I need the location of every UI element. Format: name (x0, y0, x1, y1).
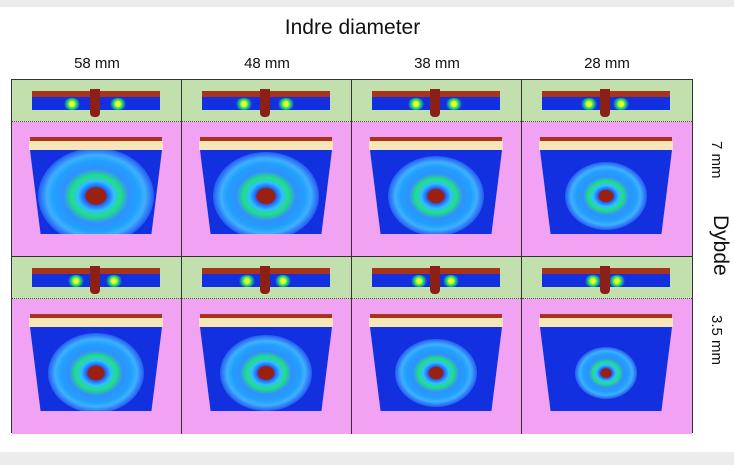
field-hotspot (608, 275, 626, 287)
field-hotspot (407, 98, 425, 110)
via-conductor (600, 89, 610, 117)
simulation-cell (352, 257, 522, 434)
dielectric-layer (369, 141, 503, 150)
field-hotspot (410, 275, 428, 287)
via-conductor (90, 89, 100, 117)
field-plane (200, 150, 332, 234)
column-header: 58 mm (74, 55, 120, 72)
via-conductor (430, 266, 440, 294)
cross-section-view (522, 257, 692, 299)
dielectric-layer (369, 318, 503, 327)
field-hotspot (277, 98, 295, 110)
field-plane (30, 150, 162, 234)
field-plane (540, 327, 672, 411)
field-rings (38, 150, 154, 234)
simulation-cell (12, 257, 182, 434)
field-hotspot (105, 275, 123, 287)
dielectric-layer (199, 318, 333, 327)
cross-section-view (352, 80, 521, 122)
top-view (12, 122, 181, 256)
cross-section-view (182, 257, 351, 299)
simulation-cell (352, 80, 522, 257)
field-rings (213, 152, 319, 234)
field-plane (30, 327, 162, 411)
conductor-layer (540, 137, 672, 141)
column-header: 38 mm (414, 55, 460, 72)
field-rings (220, 335, 312, 411)
via-conductor (260, 89, 270, 117)
top-view (352, 122, 521, 256)
conductor-layer (30, 137, 162, 141)
field-hotspot (63, 98, 81, 110)
field-plane (370, 150, 502, 234)
cross-section-view (12, 257, 181, 299)
conductor-layer (30, 314, 162, 318)
field-hotspot (235, 98, 253, 110)
row-axis-label: Dybde (709, 215, 732, 276)
field-rings (388, 156, 484, 234)
cross-section-view (352, 257, 521, 299)
field-hotspot (612, 98, 630, 110)
conductor-layer (200, 137, 332, 141)
top-view (352, 299, 521, 434)
via-conductor (90, 266, 100, 294)
simulation-cell (182, 257, 352, 434)
top-view (182, 122, 351, 256)
dielectric-layer (539, 141, 673, 150)
conductor-layer (200, 314, 332, 318)
field-hotspot (238, 275, 256, 287)
field-hotspot (109, 98, 127, 110)
dielectric-layer (199, 141, 333, 150)
via-conductor (260, 266, 270, 294)
field-plane (540, 150, 672, 234)
top-view (522, 122, 692, 256)
column-header: 28 mm (584, 55, 630, 72)
field-rings (395, 339, 477, 407)
field-plane (200, 327, 332, 411)
figure-title: Indre diameter (284, 16, 421, 39)
cross-section-view (12, 80, 181, 122)
dielectric-layer (29, 141, 163, 150)
dielectric-layer (29, 318, 163, 327)
simulation-grid (11, 79, 693, 434)
field-hotspot (445, 98, 463, 110)
field-rings (574, 347, 638, 399)
dielectric-layer (539, 318, 673, 327)
top-bar (0, 0, 734, 7)
field-hotspot (584, 275, 602, 287)
bottom-bar (0, 452, 734, 465)
field-plane (370, 327, 502, 411)
conductor-layer (370, 137, 502, 141)
cross-section-view (522, 80, 692, 122)
field-hotspot (580, 98, 598, 110)
via-conductor (430, 89, 440, 117)
top-view (12, 299, 181, 434)
row-header: 7 mm (708, 141, 725, 179)
column-header: 48 mm (244, 55, 290, 72)
conductor-layer (370, 314, 502, 318)
top-view (182, 299, 351, 434)
field-hotspot (274, 275, 292, 287)
row-header: 3.5 mm (708, 314, 725, 365)
simulation-cell (12, 80, 182, 257)
via-conductor (600, 266, 610, 294)
field-hotspot (442, 275, 460, 287)
field-hotspot (67, 275, 85, 287)
simulation-cell (522, 257, 692, 434)
simulation-cell (522, 80, 692, 257)
conductor-layer (540, 314, 672, 318)
top-view (522, 299, 692, 434)
simulation-cell (182, 80, 352, 257)
field-rings (48, 333, 144, 411)
field-rings (565, 162, 647, 230)
cross-section-view (182, 80, 351, 122)
